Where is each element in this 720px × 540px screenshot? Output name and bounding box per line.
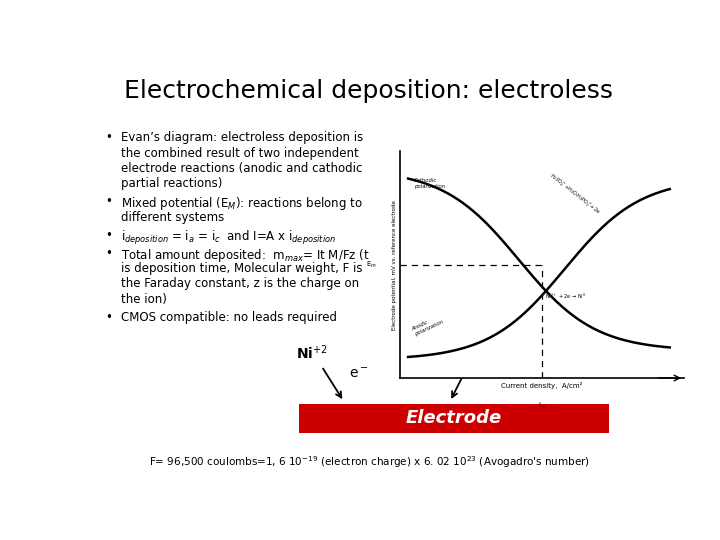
Y-axis label: Electrode potential, mV vs. reference electrode: Electrode potential, mV vs. reference el… bbox=[392, 200, 397, 329]
Text: Electrochemical deposition: electroless: Electrochemical deposition: electroless bbox=[125, 79, 613, 103]
Text: i$_{deposition}$ = i$_a$ = i$_c$  and I=A x i$_{deposition}$: i$_{deposition}$ = i$_a$ = i$_c$ and I=A… bbox=[121, 228, 336, 247]
Text: •: • bbox=[106, 228, 112, 241]
Text: is deposition time, Molecular weight, F is: is deposition time, Molecular weight, F … bbox=[121, 262, 362, 275]
Text: Electrode: Electrode bbox=[406, 409, 503, 427]
Text: Ni$^{+2}$: Ni$^{+2}$ bbox=[297, 343, 328, 362]
Text: +   Evan’s diagram: + Evan’s diagram bbox=[422, 167, 562, 181]
Text: e$^-$: e$^-$ bbox=[422, 363, 441, 377]
Text: partial reactions): partial reactions) bbox=[121, 178, 222, 191]
Text: H$_2$PO$^{2-}$: H$_2$PO$^{2-}$ bbox=[472, 341, 530, 362]
Text: Anodic
polarization: Anodic polarization bbox=[411, 314, 444, 338]
Text: the ion): the ion) bbox=[121, 293, 166, 306]
Text: F= 96,500 coulombs=1, 6 10$^{-19}$ (electron charge) x 6. 02 10$^{23}$ (Avogadro: F= 96,500 coulombs=1, 6 10$^{-19}$ (elec… bbox=[148, 454, 590, 470]
Text: I$_{m}$: I$_{m}$ bbox=[538, 401, 546, 411]
X-axis label: Current density,  A/cm²: Current density, A/cm² bbox=[501, 382, 582, 389]
Text: •: • bbox=[106, 246, 112, 260]
Text: •: • bbox=[106, 131, 112, 144]
Text: Mixed potential (E$_M$): reactions belong to: Mixed potential (E$_M$): reactions belon… bbox=[121, 195, 362, 212]
Text: Evan’s diagram: electroless deposition is: Evan’s diagram: electroless deposition i… bbox=[121, 131, 363, 144]
Bar bbox=[300, 404, 609, 433]
Text: different systems: different systems bbox=[121, 211, 224, 224]
Text: •: • bbox=[106, 310, 112, 323]
Text: •: • bbox=[106, 195, 112, 208]
Text: E$_m$: E$_m$ bbox=[366, 260, 377, 269]
Text: Cathodic
polarization: Cathodic polarization bbox=[414, 178, 445, 189]
Text: e$^-$: e$^-$ bbox=[349, 367, 369, 381]
Text: H$_2$PO$_2^-$+H$_2$O·H$_2$PO$_2^-$+2e: H$_2$PO$_2^-$+H$_2$O·H$_2$PO$_2^-$+2e bbox=[547, 172, 602, 217]
Text: Ni$^{2+}$ + 2e → Ni$^0$: Ni$^{2+}$ + 2e → Ni$^0$ bbox=[544, 292, 585, 301]
Text: electrode reactions (anodic and cathodic: electrode reactions (anodic and cathodic bbox=[121, 162, 362, 175]
Text: CMOS compatible: no leads required: CMOS compatible: no leads required bbox=[121, 310, 337, 323]
Text: Total amount deposited:  m$_{max}$= It M/Fz (t: Total amount deposited: m$_{max}$= It M/… bbox=[121, 246, 369, 264]
Text: the combined result of two independent: the combined result of two independent bbox=[121, 147, 359, 160]
Text: the Faraday constant, z is the charge on: the Faraday constant, z is the charge on bbox=[121, 277, 359, 291]
